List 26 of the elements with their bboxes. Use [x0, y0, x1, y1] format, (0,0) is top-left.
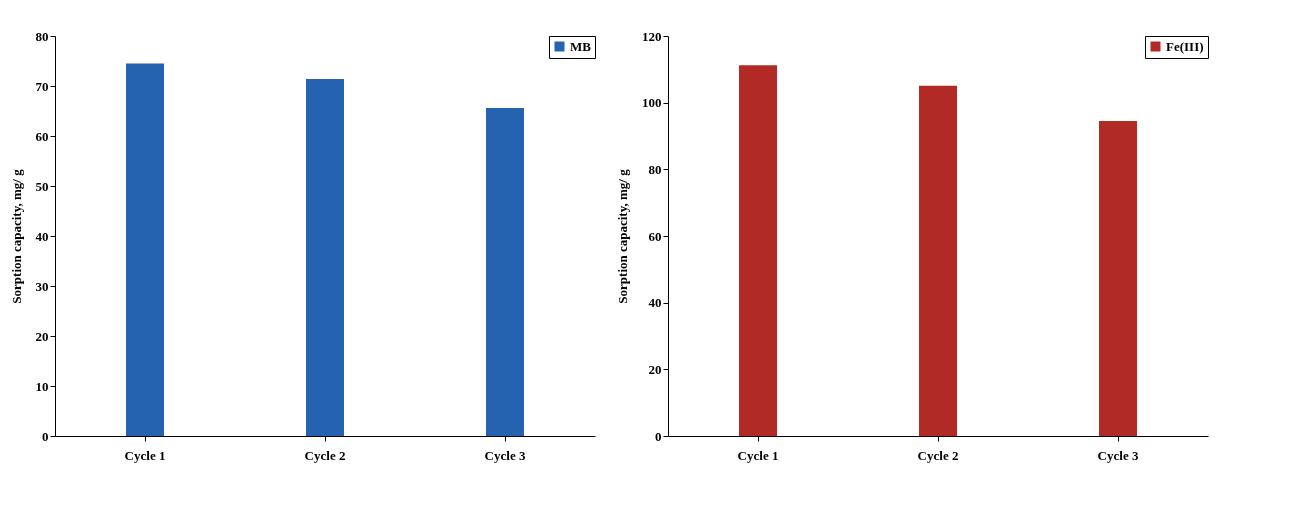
y-tick-label: 70	[35, 78, 49, 94]
x-tick-label: Cycle 3	[1097, 447, 1139, 463]
y-tick-label: 60	[648, 228, 662, 244]
y-tick-label: 50	[35, 178, 49, 194]
y-tick-label: 80	[648, 161, 662, 177]
y-axis-title: Sorption capacity, mg/ g	[8, 168, 24, 304]
legend-label: Fe(III)	[1166, 38, 1204, 54]
y-tick-label: 0	[42, 428, 49, 444]
y-tick-label: 80	[35, 28, 49, 44]
y-tick-label: 10	[35, 378, 49, 394]
legend-label: MB	[570, 38, 592, 54]
y-tick-label: 40	[35, 228, 49, 244]
y-tick-label: 20	[648, 361, 662, 377]
y-tick-label: 120	[642, 28, 662, 44]
y-tick-label: 40	[648, 295, 662, 311]
y-tick-label: 20	[35, 328, 49, 344]
x-tick-label: Cycle 2	[304, 447, 346, 463]
y-tick-label: 30	[35, 278, 49, 294]
y-axis-title: Sorption capacity, mg/ g	[615, 168, 630, 304]
y-tick-label: 100	[642, 95, 662, 111]
x-tick-label: Cycle 1	[124, 447, 166, 463]
x-tick-label: Cycle 1	[737, 447, 779, 463]
y-tick-label: 60	[35, 128, 49, 144]
x-tick-label: Cycle 2	[917, 447, 959, 463]
y-tick-label: 0	[655, 428, 662, 444]
x-tick-label: Cycle 3	[484, 447, 526, 463]
